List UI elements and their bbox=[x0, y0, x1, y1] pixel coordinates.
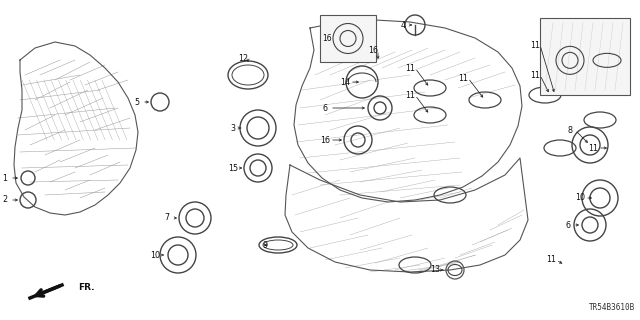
Text: 15: 15 bbox=[228, 164, 238, 172]
Text: 12: 12 bbox=[238, 53, 248, 62]
Text: 11: 11 bbox=[405, 63, 415, 73]
Text: 11: 11 bbox=[405, 91, 415, 100]
Text: 11: 11 bbox=[530, 70, 540, 79]
Text: 11: 11 bbox=[458, 74, 468, 83]
Text: 11: 11 bbox=[530, 41, 540, 50]
Text: TR54B3610B: TR54B3610B bbox=[589, 303, 635, 312]
FancyBboxPatch shape bbox=[540, 18, 630, 95]
Text: 11: 11 bbox=[546, 255, 556, 265]
Text: 6: 6 bbox=[566, 220, 570, 229]
Text: 16: 16 bbox=[320, 135, 330, 145]
Text: 5: 5 bbox=[134, 98, 140, 107]
Text: 16: 16 bbox=[322, 34, 332, 43]
Text: 1: 1 bbox=[3, 173, 8, 182]
Text: 16: 16 bbox=[368, 45, 378, 54]
Text: 14: 14 bbox=[340, 77, 350, 86]
Text: 3: 3 bbox=[230, 124, 236, 132]
Text: 4: 4 bbox=[401, 20, 406, 29]
Text: 2: 2 bbox=[3, 196, 8, 204]
Text: 13: 13 bbox=[430, 266, 440, 275]
FancyBboxPatch shape bbox=[320, 15, 376, 62]
Text: 8: 8 bbox=[568, 125, 573, 134]
Text: 6: 6 bbox=[323, 103, 328, 113]
Text: 11: 11 bbox=[588, 143, 598, 153]
Text: 10: 10 bbox=[575, 194, 585, 203]
Text: 10: 10 bbox=[150, 251, 160, 260]
Text: 9: 9 bbox=[262, 241, 268, 250]
Text: FR.: FR. bbox=[78, 284, 95, 292]
Text: 7: 7 bbox=[164, 213, 170, 222]
